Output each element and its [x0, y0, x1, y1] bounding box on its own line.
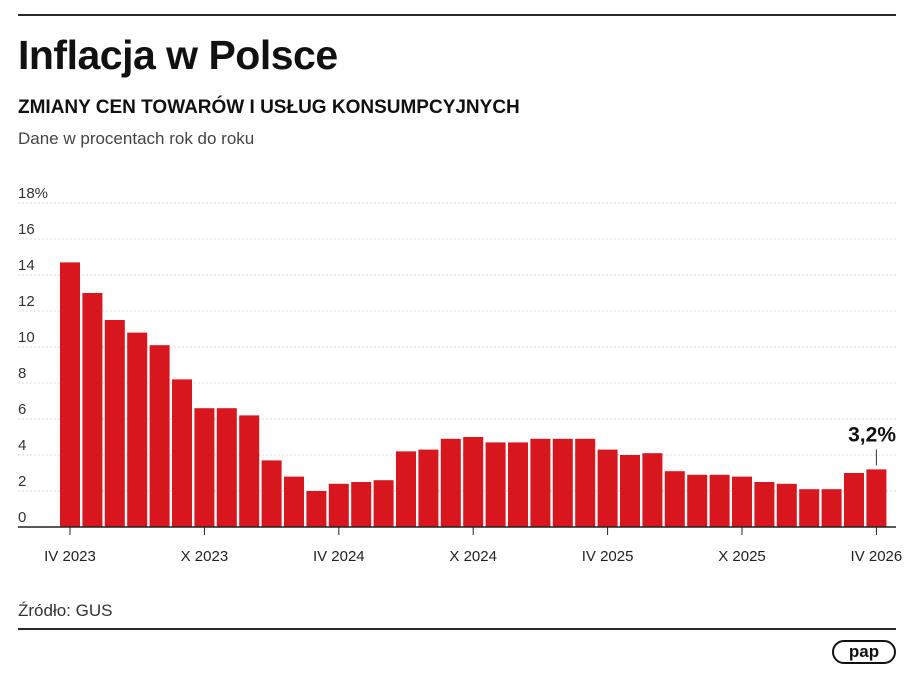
pap-logo: pap: [832, 640, 896, 664]
bar: [799, 489, 820, 527]
value-annotation: 3,2%: [848, 423, 896, 446]
bar: [687, 474, 708, 527]
bar: [485, 442, 506, 527]
source-note: Źródło: GUS: [18, 601, 113, 620]
bar: [754, 482, 775, 527]
bar: [306, 491, 327, 527]
x-tick-labels: IV 2023 X 2023 IV 2024 X 2024 IV 2025 X 2025 I…: [44, 527, 902, 565]
bar: [508, 442, 528, 527]
bar: [149, 345, 170, 527]
chart-title: Inflacja w Polsce: [18, 32, 338, 78]
bar: [261, 460, 282, 527]
bar: [732, 476, 752, 527]
x-tick-label: X 2024: [449, 548, 497, 565]
bar: [776, 483, 797, 527]
y-tick-label: 16: [18, 221, 35, 238]
bar: [82, 293, 103, 527]
x-tick-label: IV 2026: [851, 548, 903, 565]
x-tick-label: IV 2023: [44, 548, 96, 565]
bar: [844, 473, 864, 527]
bar: [328, 483, 349, 527]
y-tick-label: 18%: [18, 185, 48, 202]
x-tick-label: X 2023: [181, 548, 229, 565]
y-tick-label: 14: [18, 257, 35, 274]
bar: [216, 408, 237, 527]
y-tick-label: 6: [18, 401, 26, 418]
bars: [60, 262, 887, 527]
y-tick-label: 12: [18, 293, 35, 310]
bar: [575, 438, 596, 527]
bar: [104, 320, 125, 527]
y-tick-label: 8: [18, 365, 26, 382]
bar: [866, 469, 887, 527]
bar: [127, 332, 148, 527]
top-rule: [18, 14, 896, 16]
bar-chart: 18% 16 14 12 10 8 6 4 2 0 IV 2023 X 2023 IV 2024 X 2…: [18, 185, 902, 565]
x-tick-label: IV 2024: [313, 548, 365, 565]
chart-subtitle: ZMIANY CEN TOWARÓW I USŁUG KONSUMPCYJNYC…: [18, 97, 520, 118]
bar: [172, 379, 192, 527]
y-tick-label: 4: [18, 437, 26, 454]
bar: [351, 482, 372, 527]
y-tick-label: 2: [18, 473, 26, 490]
bar: [552, 438, 573, 527]
annotations: 3,2%: [848, 423, 896, 466]
bar: [821, 489, 842, 527]
bar: [418, 449, 439, 527]
bar: [463, 437, 484, 527]
bar: [284, 476, 304, 527]
bar: [620, 455, 640, 527]
y-tick-label: 0: [18, 509, 26, 526]
x-tick-label: X 2025: [718, 548, 766, 565]
y-tick-labels: 18% 16 14 12 10 8 6 4 2 0: [18, 185, 48, 526]
x-tick-label: IV 2025: [582, 548, 634, 565]
bar: [60, 262, 80, 527]
bar: [530, 438, 551, 527]
bar: [440, 438, 461, 527]
bar: [664, 471, 685, 527]
bar: [709, 474, 730, 527]
y-tick-label: 10: [18, 329, 35, 346]
bar: [194, 408, 215, 527]
bar: [239, 415, 260, 527]
bar: [597, 449, 618, 527]
bar: [642, 453, 663, 527]
bar: [396, 451, 416, 527]
bottom-rule: [18, 628, 896, 630]
logo-text: pap: [848, 641, 880, 661]
bar: [373, 480, 394, 527]
chart-unit-note: Dane w procentach rok do roku: [18, 129, 255, 148]
